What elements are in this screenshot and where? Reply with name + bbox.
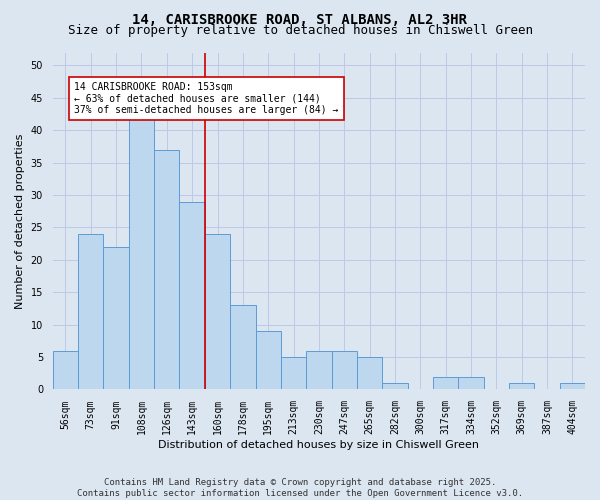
Bar <box>509 383 535 390</box>
Y-axis label: Number of detached properties: Number of detached properties <box>15 134 25 308</box>
Bar <box>53 350 78 390</box>
Bar <box>78 234 103 390</box>
X-axis label: Distribution of detached houses by size in Chiswell Green: Distribution of detached houses by size … <box>158 440 479 450</box>
Bar <box>256 331 281 390</box>
Bar <box>230 305 256 390</box>
Bar <box>306 350 332 390</box>
Bar <box>205 234 230 390</box>
Text: Size of property relative to detached houses in Chiswell Green: Size of property relative to detached ho… <box>67 24 533 37</box>
Bar <box>357 357 382 390</box>
Bar <box>281 357 306 390</box>
Text: 14, CARISBROOKE ROAD, ST ALBANS, AL2 3HR: 14, CARISBROOKE ROAD, ST ALBANS, AL2 3HR <box>133 12 467 26</box>
Bar <box>179 202 205 390</box>
Text: Contains HM Land Registry data © Crown copyright and database right 2025.
Contai: Contains HM Land Registry data © Crown c… <box>77 478 523 498</box>
Bar <box>103 247 129 390</box>
Bar <box>433 376 458 390</box>
Text: 14 CARISBROOKE ROAD: 153sqm
← 63% of detached houses are smaller (144)
37% of se: 14 CARISBROOKE ROAD: 153sqm ← 63% of det… <box>74 82 338 115</box>
Bar <box>332 350 357 390</box>
Bar <box>129 118 154 390</box>
Bar <box>560 383 585 390</box>
Bar <box>154 150 179 390</box>
Bar <box>382 383 407 390</box>
Bar <box>458 376 484 390</box>
